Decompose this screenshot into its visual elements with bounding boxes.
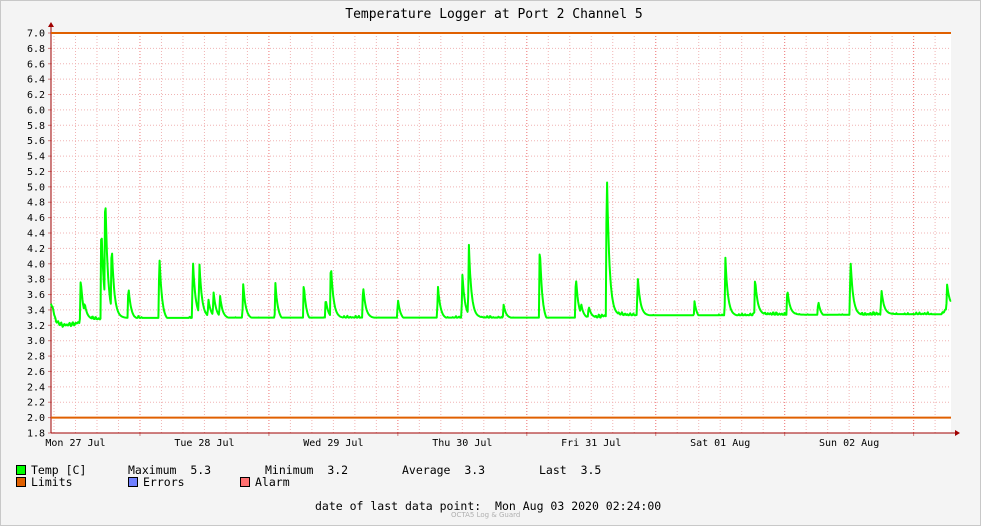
legend-errors: Errors <box>128 475 185 489</box>
y-tick-label: 5.8 <box>27 121 45 132</box>
chart-title: Temperature Logger at Port 2 Channel 5 <box>345 7 642 22</box>
last-label: Last <box>539 463 567 477</box>
y-tick-label: 2.8 <box>27 352 45 363</box>
legend-temp: Temp [C] <box>16 463 86 477</box>
x-tick-label: Mon 27 Jul <box>45 438 105 449</box>
legend-alarm-label: Alarm <box>255 475 290 489</box>
y-tick-label: 3.4 <box>27 305 45 316</box>
legend-last: Last 3.5 <box>539 463 601 477</box>
y-tick-label: 6.0 <box>27 105 45 116</box>
y-tick-label: 4.0 <box>27 259 45 270</box>
average-label: Average <box>402 463 451 477</box>
average-value: 3.3 <box>464 463 486 477</box>
y-tick-label: 5.4 <box>27 152 45 163</box>
legend-errors-label: Errors <box>143 475 185 489</box>
legend-temp-label: Temp [C] <box>31 463 87 477</box>
y-tick-label: 2.4 <box>27 382 45 393</box>
legend-limits-label: Limits <box>31 475 73 489</box>
y-tick-label: 2.2 <box>27 398 45 409</box>
y-tick-label: 3.8 <box>27 275 45 286</box>
temperature-chart: Temperature Logger at Port 2 Channel 5 1… <box>27 7 960 449</box>
x-tick-label: Thu 30 Jul <box>432 438 492 449</box>
y-tick-label: 5.2 <box>27 167 45 178</box>
x-axis-arrow-icon <box>955 430 960 436</box>
y-tick-label: 7.0 <box>27 29 45 40</box>
x-tick-label: Fri 31 Jul <box>561 438 621 449</box>
y-tick-label: 1.8 <box>27 429 45 440</box>
y-tick-label: 6.6 <box>27 59 45 70</box>
minimum-label: Minimum <box>265 463 314 477</box>
alarm-swatch-icon <box>240 477 250 487</box>
legend-limits: Limits <box>16 475 73 489</box>
legend-average: Average 3.3 <box>402 463 485 477</box>
last-data-point-label: date of last data point: <box>315 499 482 513</box>
temp-swatch-icon <box>16 465 26 475</box>
last-value: 3.5 <box>580 463 602 477</box>
legend-maximum: Maximum 5.3 <box>128 463 211 477</box>
y-tick-label: 4.8 <box>27 198 45 209</box>
x-tick-label: Wed 29 Jul <box>303 438 363 449</box>
x-tick-label: Tue 28 Jul <box>174 438 234 449</box>
y-tick-label: 5.0 <box>27 182 45 193</box>
legend-minimum: Minimum 3.2 <box>265 463 348 477</box>
y-tick-label: 3.0 <box>27 336 45 347</box>
y-tick-label: 2.6 <box>27 367 45 378</box>
maximum-value: 5.3 <box>190 463 212 477</box>
last-data-point-value: Mon Aug 03 2020 02:24:00 <box>495 499 662 513</box>
y-tick-label: 3.2 <box>27 321 45 332</box>
y-tick-label: 6.8 <box>27 44 45 55</box>
y-tick-label: 4.6 <box>27 213 45 224</box>
y-tick-label: 6.2 <box>27 90 45 101</box>
y-axis-arrow-icon <box>48 22 54 27</box>
last-data-point: date of last data point: Mon Aug 03 2020… <box>315 499 661 513</box>
minimum-value: 3.2 <box>327 463 349 477</box>
errors-swatch-icon <box>128 477 138 487</box>
maximum-label: Maximum <box>128 463 177 477</box>
y-tick-label: 3.6 <box>27 290 45 301</box>
plot-area: 1.8 2.0 2.2 2.4 2.6 2.8 3.0 3.2 3.4 3.6 3.8 4.0 4.2 4… <box>27 22 960 449</box>
y-tick-label: 5.6 <box>27 136 45 147</box>
temp-series-line <box>50 181 952 328</box>
y-tick-label: 6.4 <box>27 75 45 86</box>
x-tick-label: Sun 02 Aug <box>819 438 879 449</box>
y-tick-label: 2.0 <box>27 413 45 424</box>
y-tick-label: 4.4 <box>27 229 45 240</box>
y-tick-label: 4.2 <box>27 244 45 255</box>
limits-swatch-icon <box>16 477 26 487</box>
legend-alarm: Alarm <box>240 475 290 489</box>
brand-watermark: OCTA5 Log & Guard <box>451 511 521 519</box>
x-tick-label: Sat 01 Aug <box>690 438 750 449</box>
